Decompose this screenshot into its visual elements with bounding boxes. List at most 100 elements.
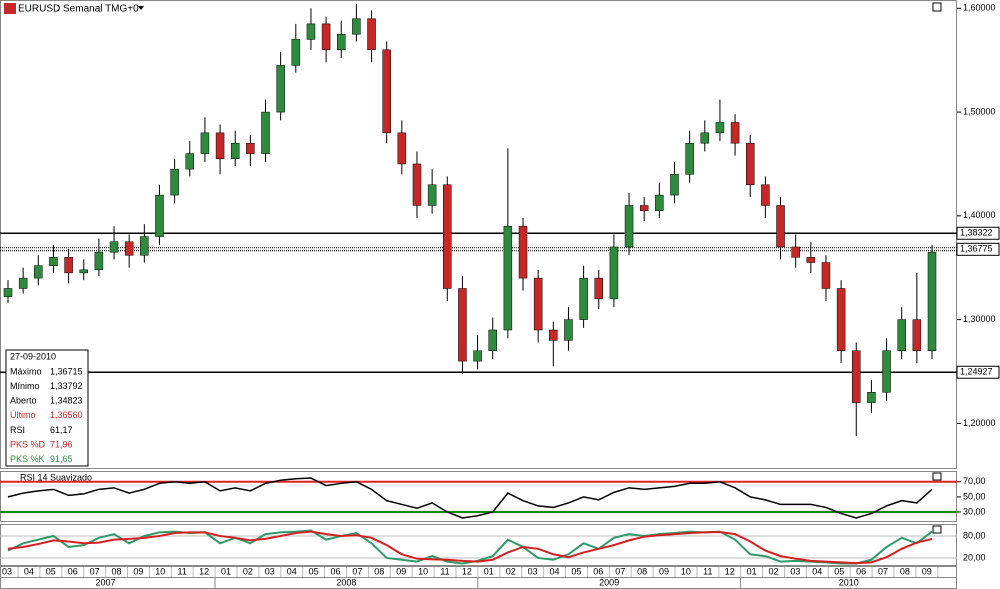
maximize-button[interactable] [932, 2, 942, 12]
month-label: 03 [265, 566, 275, 576]
candle-body [185, 153, 195, 170]
candle-body [200, 132, 210, 154]
candle-body [927, 251, 937, 351]
info-label: Máximo [10, 366, 42, 376]
month-label: 04 [287, 566, 297, 576]
candle-body [518, 225, 528, 279]
y-tick-label: 80,00 [963, 530, 986, 540]
candle-body [412, 163, 422, 206]
candle-body [94, 251, 104, 271]
candle-body [609, 246, 619, 300]
month-label: 08 [374, 566, 384, 576]
candle-body [730, 122, 740, 144]
candle-body [124, 241, 134, 256]
candle-body [306, 23, 316, 40]
candle-body [579, 277, 588, 320]
rsi-panel [0, 471, 957, 522]
stoch-maximize-button[interactable] [932, 525, 942, 534]
level-label: 1,38322 [960, 228, 993, 238]
month-label: 09 [133, 566, 143, 576]
year-label: 2008 [336, 577, 356, 587]
title-dropdown[interactable] [138, 6, 144, 10]
candle-body [427, 184, 437, 206]
info-value: 91,65 [50, 454, 73, 464]
month-label: 05 [46, 566, 56, 576]
candle-body [336, 33, 346, 51]
candle-body [836, 288, 846, 351]
info-value: 1,34823 [50, 396, 83, 406]
info-box [5, 349, 89, 467]
rsi-maximize-button[interactable] [932, 472, 942, 481]
info-value: 61,17 [50, 425, 73, 435]
level-label-box [956, 242, 1000, 256]
candle-body [215, 132, 225, 160]
candle-body [564, 319, 573, 341]
candle-body [655, 194, 664, 211]
rsi-line [7, 477, 933, 519]
info-value: 1,36715 [50, 366, 83, 376]
month-label: 04 [812, 566, 822, 576]
rsi-title: RSI 14 Suavizado [20, 472, 92, 482]
candle-body [897, 319, 906, 351]
month-label: 03 [528, 566, 538, 576]
candle-body [246, 142, 255, 154]
month-label: 12 [199, 566, 209, 576]
month-label: 04 [549, 566, 559, 576]
month-label: 07 [878, 566, 888, 576]
year-label: 2007 [95, 577, 115, 587]
month-label: 05 [834, 566, 844, 576]
candle-body [791, 246, 800, 258]
month-label: 06 [856, 566, 866, 576]
candle-body [397, 132, 407, 165]
candle-body [49, 257, 58, 266]
y-tick-label: 1,20000 [963, 418, 996, 428]
month-label: 06 [593, 566, 603, 576]
month-label: 03 [790, 566, 800, 576]
candle-body [155, 194, 164, 237]
month-label: 10 [681, 566, 691, 576]
candle-body [3, 288, 13, 298]
candle-body [715, 122, 725, 134]
candle-body [685, 142, 694, 175]
candle-body [882, 350, 891, 393]
candle-body [700, 132, 710, 144]
stochastic-panel [0, 524, 957, 566]
month-label: 07 [615, 566, 625, 576]
month-label: 01 [747, 566, 757, 576]
symbol-icon[interactable] [4, 3, 16, 14]
candle-body [624, 205, 634, 248]
y-tick-label: 1,30000 [963, 314, 996, 324]
candle-body [443, 184, 452, 289]
month-label: 10 [418, 566, 428, 576]
candle-body [276, 65, 285, 113]
candle-body [867, 391, 876, 403]
level-label: 1,36775 [960, 244, 993, 254]
stochastic-line [7, 530, 933, 565]
candle-body [170, 168, 179, 196]
candle-body [639, 205, 649, 211]
month-label: 11 [440, 566, 449, 576]
month-label: 10 [155, 566, 165, 576]
candle-body [473, 350, 482, 362]
candle-body [670, 174, 679, 196]
month-label: 12 [725, 566, 735, 576]
y-tick-label: 1,40000 [963, 210, 996, 220]
chart-title[interactable]: EURUSD Semanal TMG+0 [18, 4, 139, 15]
info-value: 1,33792 [50, 381, 83, 391]
year-label: 2010 [839, 577, 859, 587]
candle-body [776, 205, 785, 248]
level-label: 1,24927 [960, 367, 993, 377]
month-label: 09 [922, 566, 932, 576]
candle-body [533, 277, 543, 331]
month-label: 01 [221, 566, 231, 576]
month-label: 07 [90, 566, 100, 576]
month-label: 02 [768, 566, 778, 576]
info-date: 27-09-2010 [10, 351, 56, 361]
info-label: PKS %K [10, 454, 45, 464]
candle-body [140, 236, 149, 256]
level-label-box [956, 365, 1000, 379]
info-label: Aberto [10, 396, 37, 406]
month-label: 02 [506, 566, 516, 576]
month-label: 05 [571, 566, 581, 576]
candle-body [367, 18, 376, 51]
